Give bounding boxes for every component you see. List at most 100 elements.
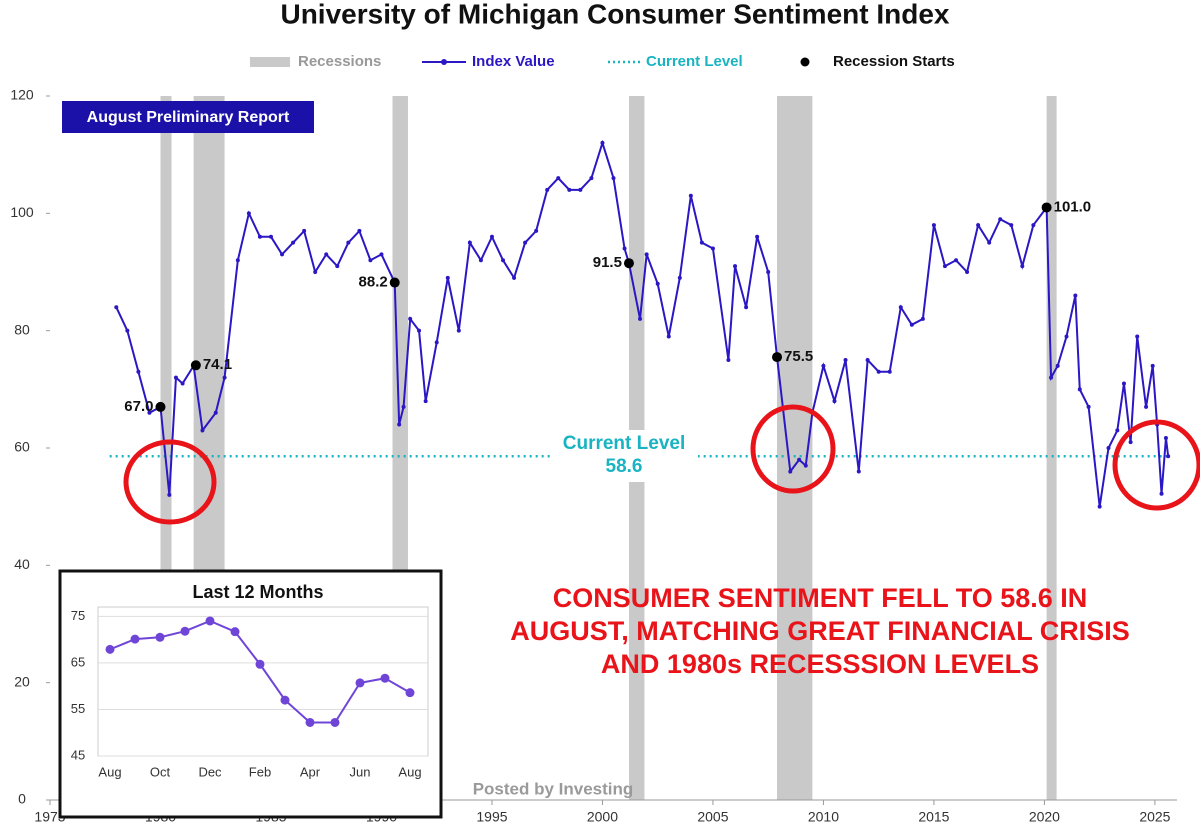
index-point bbox=[644, 252, 649, 257]
recession-start-label: 74.1 bbox=[203, 356, 232, 373]
index-point bbox=[1049, 375, 1054, 380]
highlight-circle bbox=[1112, 419, 1200, 511]
index-point bbox=[898, 305, 903, 310]
index-point bbox=[976, 223, 981, 228]
reference-value: 58.6 bbox=[606, 456, 643, 477]
inset-point bbox=[405, 688, 415, 698]
inset-point bbox=[105, 644, 115, 654]
index-point bbox=[467, 240, 472, 245]
index-point bbox=[417, 328, 422, 333]
index-point bbox=[125, 328, 130, 333]
main-plot: 0204060801001201975198019851990199520002… bbox=[10, 53, 1177, 825]
index-point bbox=[346, 240, 351, 245]
index-point bbox=[1106, 446, 1111, 450]
index-point bbox=[1163, 436, 1168, 441]
index-point bbox=[200, 428, 205, 433]
inset-x-tick-label: Aug bbox=[98, 764, 121, 779]
legend-label: Current Level bbox=[646, 53, 743, 70]
index-point bbox=[726, 358, 731, 362]
index-point bbox=[589, 176, 594, 181]
inset-point bbox=[305, 717, 315, 727]
inset-x-tick-label: Apr bbox=[300, 764, 321, 779]
index-point bbox=[1086, 404, 1091, 409]
inset-x-tick-label: Oct bbox=[150, 764, 171, 779]
index-point bbox=[478, 258, 483, 263]
y-tick-label: 0 bbox=[18, 791, 26, 807]
reference-label-bg bbox=[552, 430, 698, 482]
x-tick-label: 2020 bbox=[1029, 809, 1060, 825]
inset-point bbox=[255, 659, 265, 669]
inset-y-tick-label: 65 bbox=[71, 654, 85, 669]
index-point bbox=[931, 223, 936, 228]
index-point bbox=[832, 399, 837, 404]
index-point bbox=[268, 234, 273, 239]
index-point bbox=[600, 140, 605, 145]
index-point bbox=[1159, 491, 1164, 496]
index-point bbox=[167, 492, 172, 497]
index-point bbox=[998, 217, 1003, 222]
y-tick-label: 20 bbox=[14, 673, 30, 689]
highlight-circle bbox=[750, 404, 836, 494]
chart-title: University of Michigan Consumer Sentimen… bbox=[280, 0, 949, 29]
index-point bbox=[1055, 363, 1060, 368]
inset-point bbox=[280, 695, 290, 705]
recession-start bbox=[190, 360, 201, 371]
index-point bbox=[766, 270, 771, 274]
inset-x-tick-label: Feb bbox=[249, 764, 271, 779]
inset-x-tick-label: Dec bbox=[198, 764, 222, 779]
reference-label: Current Level bbox=[563, 433, 685, 454]
x-tick-label: 2015 bbox=[918, 809, 949, 825]
recession-start-label: 101.0 bbox=[1054, 198, 1092, 215]
index-point bbox=[710, 246, 715, 251]
index-point bbox=[803, 463, 808, 468]
index-point bbox=[173, 375, 178, 380]
index-point bbox=[489, 234, 494, 239]
index-point bbox=[246, 211, 251, 216]
annotation: AND 1980s RECESSSION LEVELS bbox=[601, 649, 1039, 679]
index-point bbox=[1064, 334, 1069, 339]
index-point bbox=[578, 187, 583, 192]
annotation: AUGUST, MATCHING GREAT FINANCIAL CRISIS bbox=[510, 616, 1130, 646]
recession-start bbox=[389, 277, 400, 288]
index-point bbox=[699, 240, 704, 245]
index-line bbox=[115, 139, 1170, 507]
inset-y-tick-label: 75 bbox=[71, 608, 85, 623]
index-point bbox=[280, 252, 285, 257]
index-point bbox=[335, 264, 340, 269]
index-point bbox=[534, 228, 539, 233]
index-point bbox=[1166, 454, 1171, 459]
index-point bbox=[1073, 293, 1078, 298]
index-point bbox=[1144, 404, 1149, 409]
index-point bbox=[1150, 363, 1155, 368]
inset-point bbox=[380, 673, 390, 683]
y-tick-label: 120 bbox=[10, 87, 34, 103]
index-point bbox=[843, 358, 848, 362]
index-point bbox=[876, 369, 881, 374]
index-point bbox=[622, 246, 627, 251]
highlight-circle bbox=[123, 439, 217, 525]
legend-swatch bbox=[441, 59, 447, 65]
inset-chart: Last 12 Months 45 55 65 75 Aug Oct Dec Feb Apr Jun… bbox=[58, 569, 443, 819]
x-tick-label: 2005 bbox=[697, 809, 728, 825]
inset-y-tick-label: 55 bbox=[71, 701, 85, 716]
index-point bbox=[456, 328, 461, 333]
inset-point bbox=[230, 627, 240, 637]
recession-start-label: 88.2 bbox=[359, 274, 388, 291]
index-point bbox=[401, 404, 406, 409]
x-tick-label: 2000 bbox=[587, 809, 618, 825]
index-point bbox=[567, 187, 572, 192]
legend-label: Index Value bbox=[472, 53, 555, 70]
index-point bbox=[523, 240, 528, 245]
y-tick-label: 100 bbox=[10, 204, 34, 220]
recession-start bbox=[1041, 202, 1052, 213]
legend-swatch bbox=[800, 57, 810, 67]
index-point bbox=[1020, 264, 1025, 269]
index-point bbox=[222, 375, 227, 380]
inset-point bbox=[180, 626, 190, 636]
index-point bbox=[655, 281, 660, 286]
legend: Recessions Index Value Current Level Recess… bbox=[250, 53, 955, 70]
recession-band bbox=[1046, 96, 1057, 800]
inset-point bbox=[130, 634, 140, 644]
badge: August Preliminary Report bbox=[87, 109, 290, 126]
